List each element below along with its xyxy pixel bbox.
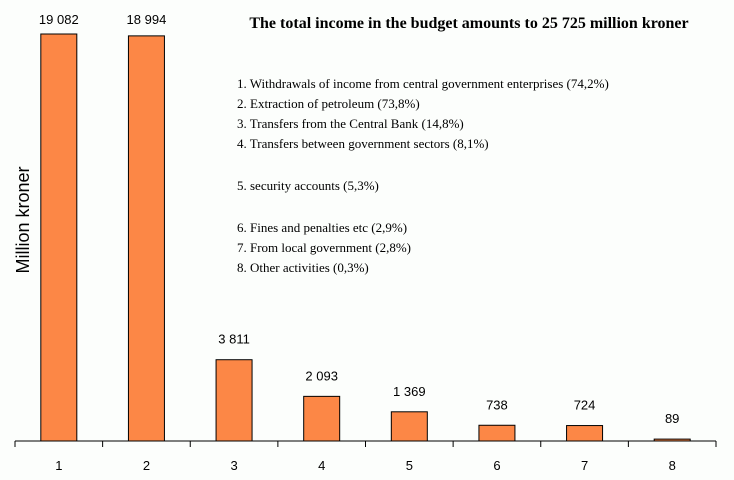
x-tick-label: 3 [230, 458, 237, 473]
legend-item: 6. Fines and penalties etc (2,9%) [237, 220, 407, 235]
legend-item: 5. security accounts (5,3%) [237, 178, 379, 193]
bar-4 [303, 395, 341, 442]
x-tick-label: 7 [581, 458, 588, 473]
data-label: 18 994 [127, 12, 167, 27]
data-label: 1 369 [393, 384, 426, 399]
data-label: 724 [574, 398, 596, 413]
chart-title: The total income in the budget amounts t… [249, 15, 688, 32]
x-tick-label: 5 [406, 458, 413, 473]
legend-item: 3. Transfers from the Central Bank (14,8… [237, 116, 464, 131]
x-tick-label: 2 [143, 458, 150, 473]
legend-item: 8. Other activities (0,3%) [237, 260, 369, 275]
bar-6 [478, 424, 516, 442]
data-label: 89 [665, 411, 679, 426]
bar-3 [215, 359, 253, 442]
bar-5 [390, 411, 428, 442]
data-label: 2 093 [305, 368, 338, 383]
legend-item: 7. From local government (2,8%) [237, 240, 411, 255]
data-label: 738 [486, 397, 508, 412]
y-axis-label: Million kroner [13, 166, 33, 273]
x-tick-label: 1 [55, 458, 62, 473]
legend-item: 2. Extraction of petroleum (73,8%) [237, 96, 420, 111]
x-tick-label: 4 [318, 458, 325, 473]
data-label: 19 082 [39, 12, 79, 27]
x-tick-label: 6 [493, 458, 500, 473]
x-tick-label: 8 [669, 458, 676, 473]
bar-2 [127, 35, 165, 442]
data-label: 3 811 [218, 332, 250, 347]
bar-1 [40, 33, 78, 442]
legend-item: 1. Withdrawals of income from central go… [237, 76, 609, 91]
bar-7 [566, 425, 604, 442]
legend-item: 4. Transfers between government sectors … [237, 136, 489, 151]
